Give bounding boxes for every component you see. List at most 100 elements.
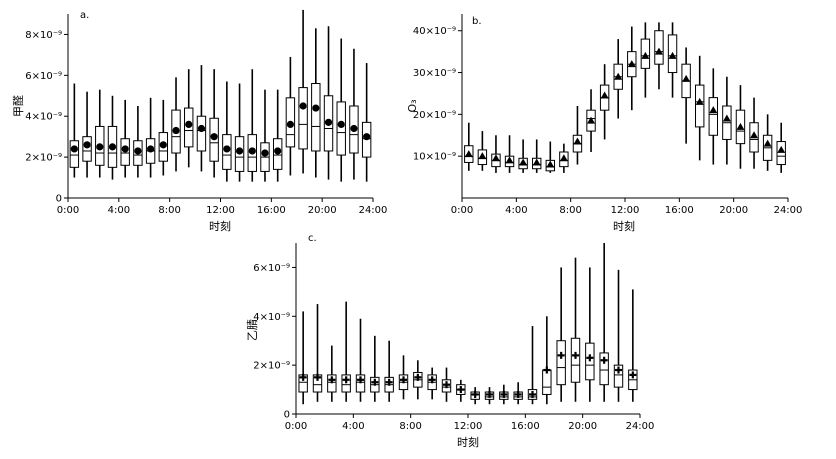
- mean-marker: [197, 124, 206, 133]
- x-tick-label: 20:00: [719, 205, 748, 216]
- box-23: [361, 63, 372, 182]
- box-15: [667, 22, 678, 98]
- mean-marker: [546, 160, 555, 168]
- box-21: [336, 38, 346, 182]
- box-iqr: [556, 340, 566, 386]
- x-tick-label: 4:00: [342, 421, 364, 432]
- mean-marker: [363, 133, 371, 141]
- mean-marker: [235, 147, 244, 155]
- box-iqr: [599, 352, 609, 386]
- y-tick-label: 2×10⁻⁹: [25, 153, 62, 164]
- panel-formaldehyde: 0:00 4:00 8:00 12:00 16:00 20:00 24:00 0 2×10⁻⁹ 4…: [11, 9, 387, 233]
- x-axis-label: 时刻: [457, 435, 479, 449]
- mean-marker: [134, 147, 142, 155]
- mean-marker: [172, 126, 180, 135]
- box-17: [695, 55, 705, 161]
- box-iqr: [355, 374, 366, 393]
- mean-marker: [70, 145, 78, 153]
- box-20: [735, 85, 746, 169]
- box-iqr: [336, 101, 346, 156]
- box-22: [613, 269, 624, 402]
- box-13: [484, 387, 495, 405]
- box-iqr: [69, 140, 80, 168]
- x-tick-label: 24:00: [774, 205, 803, 216]
- y-tick-label: 4×10⁻⁹: [253, 312, 290, 323]
- box-2: [327, 345, 337, 402]
- box-5: [133, 106, 143, 178]
- box-16: [527, 326, 538, 405]
- box-0: [298, 311, 308, 405]
- mean-marker: [350, 124, 358, 133]
- y-tick-label: 4×10⁻⁹: [25, 112, 62, 123]
- box-16: [681, 47, 691, 144]
- box-19: [722, 76, 732, 165]
- y-tick-label: 8×10⁻⁹: [25, 30, 62, 41]
- box-17: [542, 316, 552, 405]
- mean-marker: [505, 156, 514, 164]
- box-iqr: [327, 374, 337, 393]
- box-16: [272, 89, 283, 182]
- box-22: [762, 114, 773, 171]
- y-tick-label: 10×10⁻⁹: [413, 152, 456, 163]
- mean-marker: [159, 141, 167, 149]
- panel-ozone: 0:00 4:00 8:00 12:00 16:00 20:00 24:00 10×10⁻⁹ 2…: [406, 14, 802, 233]
- mean-marker: [312, 104, 320, 112]
- mean-marker: [147, 145, 155, 153]
- box-14: [247, 69, 257, 182]
- x-tick-label: 8:00: [559, 205, 581, 216]
- panel-label: b.: [472, 16, 482, 27]
- mean-marker: [668, 51, 677, 59]
- box-18: [556, 267, 566, 402]
- x-tick-label: 12:00: [206, 205, 235, 216]
- box-12: [470, 387, 480, 405]
- x-tick-label: 4:00: [505, 205, 527, 216]
- x-tick-label: 8:00: [158, 205, 180, 216]
- box-7: [559, 143, 569, 173]
- box-iqr: [695, 84, 705, 128]
- mean-marker: [750, 131, 759, 139]
- y-axis-label: 乙腈: [246, 319, 259, 341]
- box-9: [427, 367, 437, 400]
- box-iqr: [298, 87, 308, 150]
- box-4: [355, 318, 366, 402]
- mean-marker: [763, 139, 772, 147]
- box-1: [477, 131, 488, 171]
- x-tick-label: 12:00: [611, 205, 640, 216]
- mean-marker: [587, 116, 596, 124]
- box-10: [599, 64, 610, 140]
- box-iqr: [776, 141, 786, 166]
- mean-marker: [324, 118, 333, 126]
- box-17: [285, 56, 296, 176]
- box-iqr: [341, 374, 351, 393]
- x-tick-label: 12:00: [454, 421, 483, 432]
- mean-marker: [478, 152, 487, 160]
- x-tick-label: 20:00: [308, 205, 337, 216]
- x-tick-label: 0:00: [451, 205, 473, 216]
- mean-marker: [261, 149, 269, 157]
- box-4: [120, 99, 130, 178]
- box-3: [341, 301, 351, 402]
- x-tick-label: 16:00: [257, 205, 286, 216]
- box-11: [456, 379, 466, 402]
- mean-marker: [709, 106, 718, 114]
- mean-marker: [682, 74, 691, 82]
- y-tick-label: 0: [56, 194, 62, 205]
- box-14: [499, 384, 509, 405]
- box-7: [158, 99, 169, 176]
- mean-marker: [210, 133, 218, 141]
- mean-marker: [223, 145, 231, 153]
- box-6: [384, 340, 394, 402]
- box-iqr: [654, 30, 664, 65]
- panel-acetonitrile: 0:00 4:00 8:00 12:00 16:00 20:00 24:00 0 2×10⁻⁹ 4…: [246, 233, 654, 449]
- box-20: [323, 26, 334, 180]
- box-20: [585, 267, 595, 402]
- mean-marker: [641, 51, 650, 59]
- box-1: [82, 91, 92, 178]
- box-8: [572, 106, 583, 165]
- x-axis-label: 时刻: [613, 219, 635, 233]
- mean-marker: [491, 154, 500, 162]
- box-23: [628, 289, 638, 402]
- mean-marker: [777, 145, 786, 153]
- mean-marker: [600, 91, 609, 99]
